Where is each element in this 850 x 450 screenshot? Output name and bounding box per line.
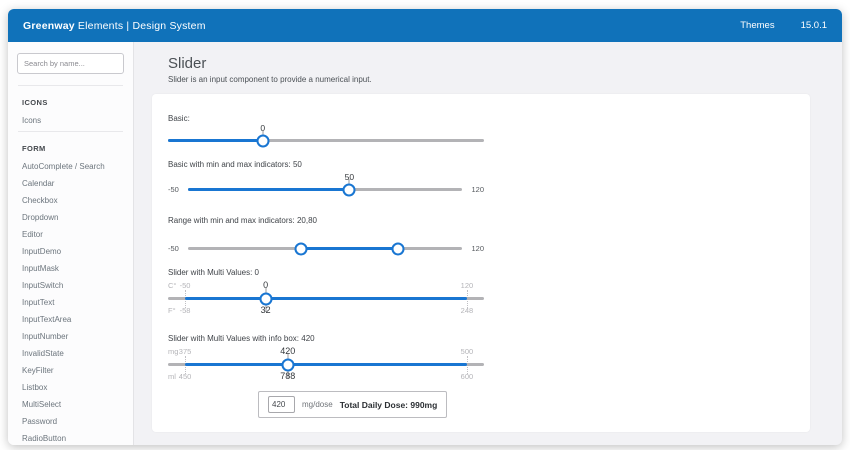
sidebar-item-inputdemo[interactable]: InputDemo	[22, 247, 62, 256]
sidebar-item-icons[interactable]: Icons	[22, 116, 42, 125]
brand-logo[interactable]: Greenway Elements | Design System	[23, 20, 206, 32]
minmax-slider-value: 50	[344, 172, 355, 182]
dose-total-label: Total Daily Dose: 990mg	[339, 399, 438, 410]
multiinfo-top-unit: mg	[168, 347, 179, 356]
range-max-label: 120	[471, 244, 484, 253]
range-slider-track[interactable]	[187, 242, 463, 255]
demo-multi-info-label: Slider with Multi Values with info box: …	[168, 334, 315, 343]
multiinfo-slider-handle[interactable]	[281, 358, 295, 371]
page-subtitle: Slider is an input component to provide …	[168, 75, 372, 84]
themes-menu[interactable]: Themes	[740, 20, 775, 31]
divider	[18, 131, 123, 132]
sidebar-item-password[interactable]: Password	[22, 417, 58, 426]
demo-multi-label: Slider with Multi Values: 0	[168, 268, 259, 277]
handle-notch	[265, 304, 267, 312]
range-min-label: -50	[168, 244, 179, 253]
multiinfo-top-value: 420	[280, 346, 296, 356]
sidebar-item-inputtext[interactable]: InputText	[22, 298, 55, 307]
multiinfo-bottom-min: 450	[178, 372, 192, 381]
sidebar-item-multiselect[interactable]: MultiSelect	[22, 400, 62, 409]
dose-unit-label: mg/dose	[302, 400, 333, 409]
minmax-slider-handle[interactable]	[342, 183, 356, 196]
multiinfo-bottom-value: 788	[280, 371, 296, 381]
sidebar-item-inputnumber[interactable]: InputNumber	[22, 332, 69, 341]
demo-card: Basic: 0 Basic with min and max indicato…	[152, 94, 810, 432]
multiinfo-slider-track[interactable]	[168, 354, 484, 378]
sidebar-item-editor[interactable]: Editor	[22, 230, 43, 239]
sidebar-item-inputtextarea[interactable]: InputTextArea	[22, 315, 72, 324]
app-window: Greenway Elements | Design System Themes…	[8, 9, 842, 445]
dose-info-box: mg/dose Total Daily Dose: 990mg	[258, 391, 448, 418]
multiinfo-bottom-max: 600	[460, 372, 474, 381]
range-slider-handle-high[interactable]	[391, 242, 405, 255]
main-content: Slider Slider is an input component to p…	[134, 42, 842, 445]
brand-name: Greenway	[23, 19, 75, 32]
demo-multi-info: Slider with Multi Values with info box: …	[168, 334, 484, 418]
page-title: Slider	[168, 55, 207, 72]
sidebar-item-checkbox[interactable]: Checkbox	[22, 196, 58, 205]
multi-bottom-max: 248	[460, 306, 474, 315]
sidebar-section-form: FORM	[22, 144, 46, 153]
multi-bottom-min: -58	[179, 306, 191, 315]
divider	[18, 85, 123, 86]
sidebar-item-autocomplete[interactable]: AutoComplete / Search	[22, 162, 105, 171]
demo-minmax-label: Basic with min and max indicators: 50	[168, 160, 302, 169]
multi-top-value: 0	[263, 280, 269, 290]
basic-slider-value: 0	[260, 123, 266, 133]
minmax-slider-track[interactable]: 50	[187, 172, 463, 196]
demo-multi: Slider with Multi Values: 0 C° -50 0 120	[168, 268, 484, 317]
top-bar: Greenway Elements | Design System Themes…	[8, 9, 842, 42]
handle-notch	[287, 370, 289, 378]
sidebar-item-calendar[interactable]: Calendar	[22, 179, 55, 188]
demo-basic: Basic: 0	[168, 114, 484, 147]
basic-slider-track[interactable]: 0	[168, 123, 484, 147]
minmax-max-label: 120	[471, 185, 484, 194]
dose-input[interactable]	[268, 396, 295, 413]
brand-suffix: Elements | Design System	[74, 19, 206, 32]
multi-slider-track[interactable]	[168, 288, 484, 312]
sidebar-item-radiobutton[interactable]: RadioButton	[22, 434, 67, 443]
sidebar-item-inputswitch[interactable]: InputSwitch	[22, 281, 64, 290]
multiinfo-bottom-unit: ml	[168, 372, 176, 381]
multi-slider-handle[interactable]	[259, 292, 273, 305]
multi-bottom-value: 32	[260, 305, 271, 315]
multi-top-min: -50	[179, 281, 191, 290]
multiinfo-top-max: 500	[460, 347, 474, 356]
sidebar-section-icons: ICONS	[22, 98, 48, 107]
version-label: 15.0.1	[800, 20, 827, 31]
demo-range-label: Range with min and max indicators: 20,80	[168, 216, 317, 225]
range-slider-handle-low[interactable]	[294, 242, 308, 255]
multi-top-max: 120	[460, 281, 474, 290]
sidebar-item-dropdown[interactable]: Dropdown	[22, 213, 59, 222]
sidebar-item-keyfilter[interactable]: KeyFilter	[22, 366, 54, 375]
multiinfo-top-min: 375	[178, 347, 192, 356]
basic-slider-handle[interactable]	[256, 134, 270, 147]
sidebar-item-inputmask[interactable]: InputMask	[22, 264, 59, 273]
demo-minmax: Basic with min and max indicators: 50 -5…	[168, 160, 484, 196]
demo-basic-label: Basic:	[168, 114, 190, 123]
search-input[interactable]	[17, 53, 124, 74]
demo-range: Range with min and max indicators: 20,80…	[168, 216, 484, 255]
sidebar-item-invalidstate[interactable]: InvalidState	[22, 349, 64, 358]
sidebar-item-listbox[interactable]: Listbox	[22, 383, 48, 392]
minmax-min-label: -50	[168, 185, 179, 194]
multi-top-unit: C°	[168, 281, 177, 290]
sidebar: ICONS Icons FORM AutoComplete / Search C…	[8, 42, 134, 445]
multi-bottom-unit: F°	[168, 306, 176, 315]
